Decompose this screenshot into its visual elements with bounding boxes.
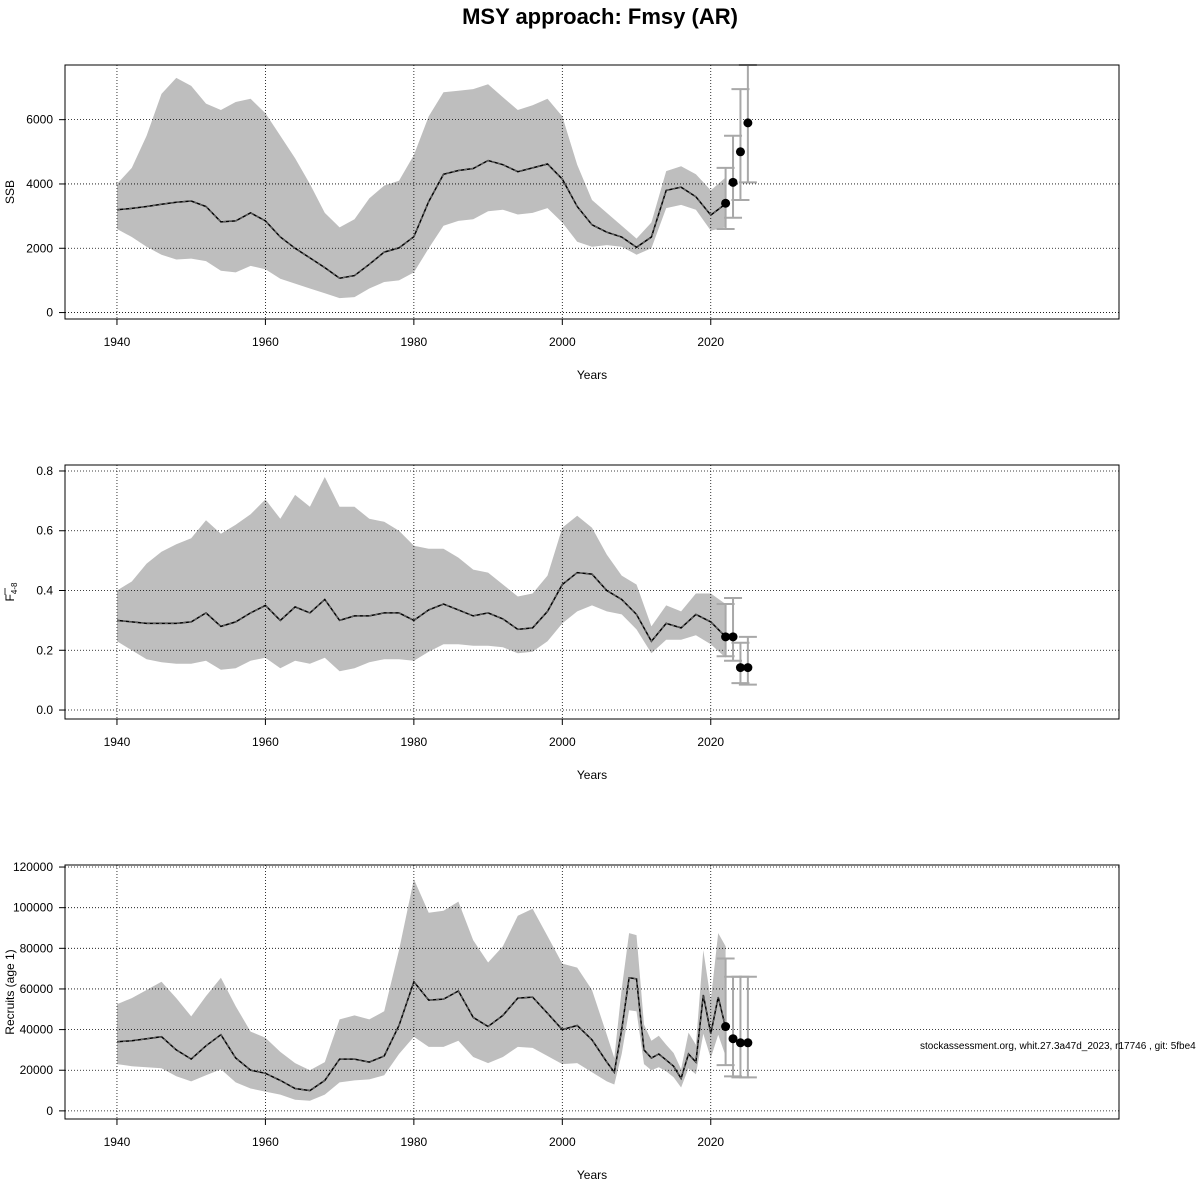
ssb-panel: 1940 1960 1980 2000 2020 0 2000 4000 6000 Years SS… — [3, 64, 1120, 382]
fbar-xtick-label-1980: 1980 — [401, 735, 428, 749]
fbar-ytick-label-0: 0.0 — [36, 703, 53, 717]
ssb-ytick-label-1: 2000 — [26, 241, 53, 255]
fbar-forecast-point-2025 — [743, 663, 753, 673]
recruits-ytick-label-4: 80000 — [20, 941, 54, 955]
recruits-xtick-label-1940: 1940 — [104, 1135, 131, 1149]
ssb-confidence-band — [117, 77, 726, 299]
footer-credit: stockassessment.org, whit.27.3a47d_2023,… — [920, 1041, 1196, 1052]
recruits-ytick-label-3: 60000 — [20, 982, 54, 996]
fbar-estimate-dash — [116, 572, 726, 643]
recruits-panel: 1940 1960 1980 2000 2020 0 20000 40000 60000 8000… — [3, 860, 1120, 1182]
recruits-ytick-label-6: 120000 — [13, 860, 53, 874]
recruits-xtick-label-2000: 2000 — [549, 1135, 576, 1149]
fbar-yaxis-label-subscript: 4-8 — [10, 582, 19, 594]
ssb-forecast-point-2023 — [728, 177, 738, 187]
recruits-yaxis-label: Recruits (age 1) — [3, 949, 17, 1034]
fbar-ytick-label-3: 0.6 — [36, 524, 53, 538]
ssb-xtick-label-1960: 1960 — [252, 335, 279, 349]
fbar-xtick-label-2000: 2000 — [549, 735, 576, 749]
recruits-xaxis-label: Years — [577, 1168, 607, 1182]
ssb-xaxis-label: Years — [577, 368, 607, 382]
ssb-ytick-label-2: 4000 — [26, 177, 53, 191]
recruits-forecast-point-2023 — [728, 1034, 738, 1044]
recruits-xtick-label-1960: 1960 — [252, 1135, 279, 1149]
fbar-xaxis-label: Years — [577, 768, 607, 782]
ssb-xtick-label-2020: 2020 — [697, 335, 724, 349]
recruits-ytick-label-0: 0 — [46, 1104, 53, 1118]
fbar-ytick-label-1: 0.2 — [36, 643, 53, 657]
fbar-xtick-label-1940: 1940 — [104, 735, 131, 749]
fbar-xtick-label-1960: 1960 — [252, 735, 279, 749]
ssb-xtick-label-1940: 1940 — [104, 335, 131, 349]
recruits-forecast-point-2022 — [721, 1022, 731, 1032]
recruits-estimate-dash — [116, 977, 727, 1092]
fbar-ytick-label-4: 0.8 — [36, 464, 53, 478]
fbar-confidence-band — [117, 477, 726, 672]
recruits-plot-frame — [64, 864, 1120, 1120]
ssb-plot-frame — [64, 64, 1120, 320]
chart-title: MSY approach: Fmsy (AR) — [462, 4, 738, 29]
fbar-forecast-point-2024 — [735, 663, 745, 673]
recruits-ytick-label-5: 100000 — [13, 901, 53, 915]
fbar-panel: 1940 1960 1980 2000 2020 0.0 0.2 0.4 0.6 0.8 Years… — [3, 464, 1120, 782]
ssb-estimate-dash — [116, 159, 726, 279]
fbar-ytick-label-2: 0.4 — [36, 584, 53, 598]
ssb-yaxis-label: SSB — [3, 180, 17, 204]
ssb-ytick-label-3: 6000 — [26, 113, 53, 127]
ssb-xtick-label-2000: 2000 — [549, 335, 576, 349]
ssb-forecast-point-2024 — [735, 147, 745, 157]
recruits-forecast-point-2025 — [743, 1038, 753, 1048]
recruits-xtick-label-2020: 2020 — [697, 1135, 724, 1149]
ssb-ytick-label-0: 0 — [46, 306, 53, 320]
fbar-forecast-point-2023 — [728, 632, 738, 642]
fbar-xtick-label-2020: 2020 — [697, 735, 724, 749]
fbar-plot-frame — [64, 464, 1120, 720]
fbar-forecast-point-2022 — [721, 632, 731, 642]
recruits-forecast-point-2024 — [735, 1038, 745, 1048]
ssb-forecast-point-2022 — [721, 198, 731, 208]
ssb-forecast-point-2025 — [743, 118, 753, 128]
recruits-ytick-label-1: 20000 — [20, 1063, 54, 1077]
ssb-xtick-label-1980: 1980 — [401, 335, 428, 349]
recruits-xtick-label-1980: 1980 — [401, 1135, 428, 1149]
recruits-ytick-label-2: 40000 — [20, 1023, 54, 1037]
